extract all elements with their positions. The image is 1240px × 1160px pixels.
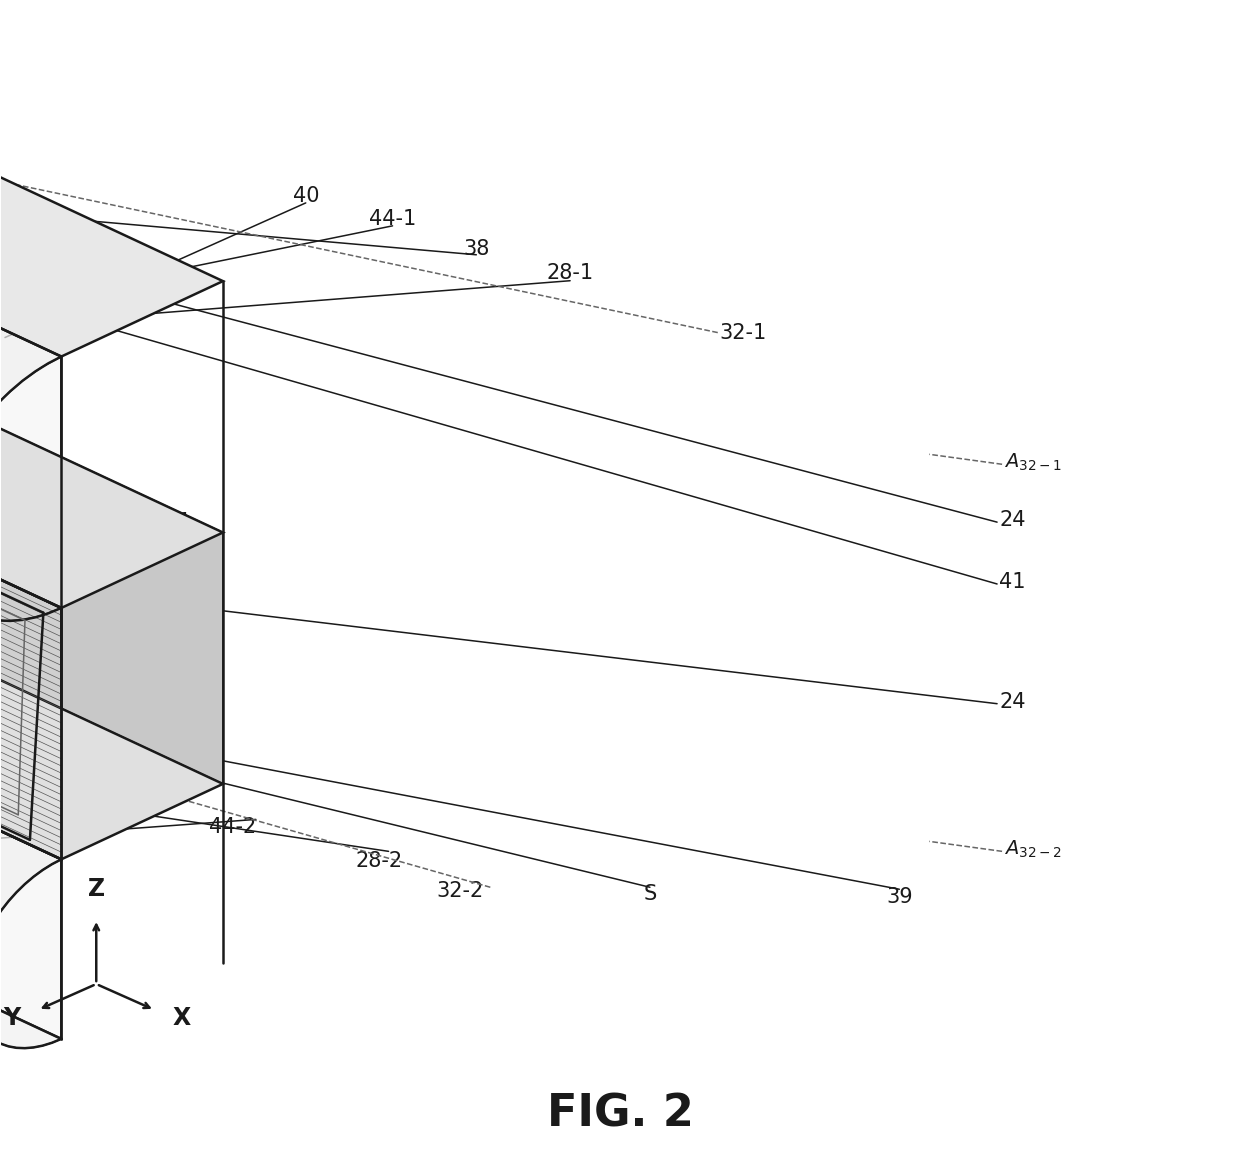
Text: $A_{32-1}$: $A_{32-1}$ bbox=[1004, 451, 1061, 473]
Polygon shape bbox=[0, 21, 61, 621]
Polygon shape bbox=[0, 21, 61, 1039]
Text: 44-2: 44-2 bbox=[210, 818, 257, 838]
Text: 41: 41 bbox=[999, 572, 1025, 592]
Text: $30_1$: $30_1$ bbox=[155, 542, 191, 565]
Text: 39: 39 bbox=[887, 887, 913, 907]
Polygon shape bbox=[0, 524, 61, 1049]
Text: Z: Z bbox=[88, 877, 105, 901]
Polygon shape bbox=[0, 0, 223, 356]
Text: S: S bbox=[644, 884, 656, 905]
Text: 24: 24 bbox=[999, 691, 1025, 712]
Text: 38: 38 bbox=[464, 239, 490, 259]
Text: X: X bbox=[172, 1006, 191, 1030]
Text: 46-2: 46-2 bbox=[122, 578, 169, 599]
Polygon shape bbox=[0, 197, 223, 608]
Polygon shape bbox=[0, 273, 61, 860]
Text: 46-1: 46-1 bbox=[144, 512, 191, 532]
Text: 24: 24 bbox=[999, 510, 1025, 530]
Text: 40: 40 bbox=[293, 186, 319, 206]
Text: 28-2: 28-2 bbox=[355, 851, 402, 871]
Text: 32-2: 32-2 bbox=[436, 882, 484, 901]
Text: 44-1: 44-1 bbox=[370, 209, 417, 229]
Polygon shape bbox=[0, 449, 223, 860]
Text: 32-1: 32-1 bbox=[719, 322, 768, 342]
Text: Y: Y bbox=[2, 1006, 20, 1030]
Polygon shape bbox=[0, 197, 223, 784]
Text: FIG. 2: FIG. 2 bbox=[547, 1093, 693, 1136]
Text: 28-1: 28-1 bbox=[547, 262, 594, 283]
Text: $A_{32-2}$: $A_{32-2}$ bbox=[1004, 839, 1061, 860]
